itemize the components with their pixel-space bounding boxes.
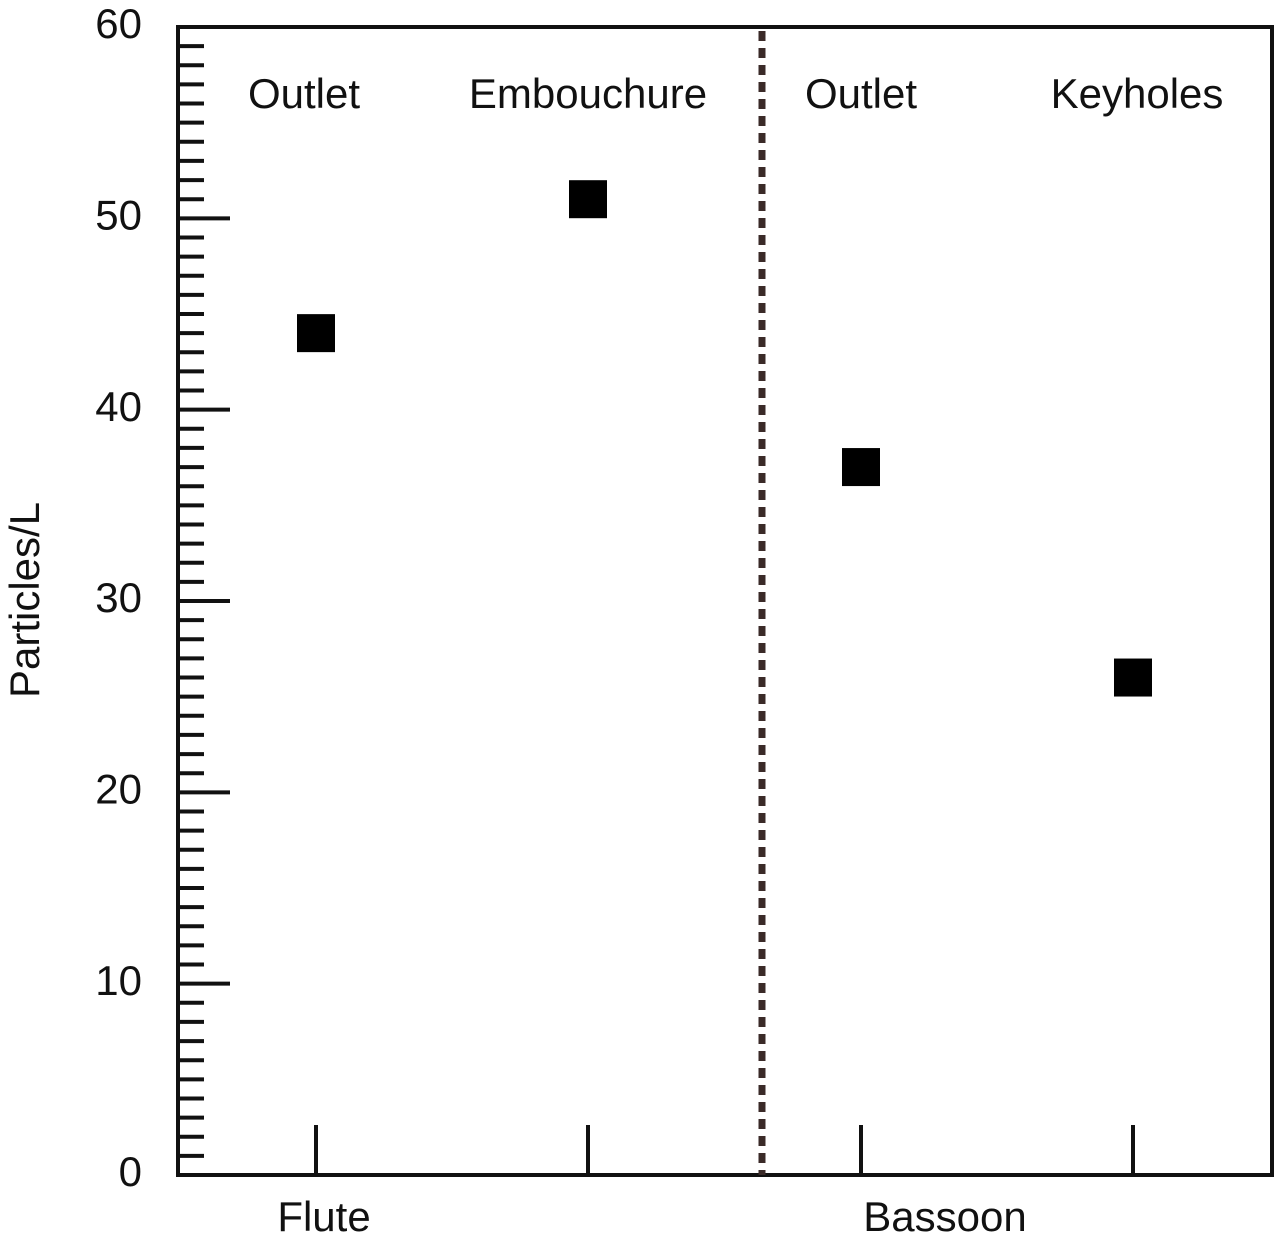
point: [842, 448, 880, 487]
y-tick-label: 50: [95, 191, 142, 238]
category-label: Outlet: [805, 70, 917, 117]
plot-frame: [176, 25, 1274, 1177]
y-tick-label: 10: [95, 957, 142, 1004]
y-tick-label: 30: [95, 574, 142, 621]
y-tick-label: 0: [119, 1148, 142, 1195]
category-label: Keyholes: [1051, 70, 1224, 117]
group-label: Flute: [277, 1193, 370, 1240]
category-label: Embouchure: [469, 70, 707, 117]
point: [297, 314, 335, 353]
group-label: Bassoon: [863, 1193, 1026, 1240]
y-axis-label: Particles/L: [1, 502, 48, 698]
y-tick-label: 40: [95, 383, 142, 430]
category-label: Outlet: [248, 70, 360, 117]
y-tick-label: 60: [95, 0, 142, 47]
point: [569, 180, 607, 219]
y-tick-label: 20: [95, 765, 142, 812]
point: [1114, 658, 1152, 697]
